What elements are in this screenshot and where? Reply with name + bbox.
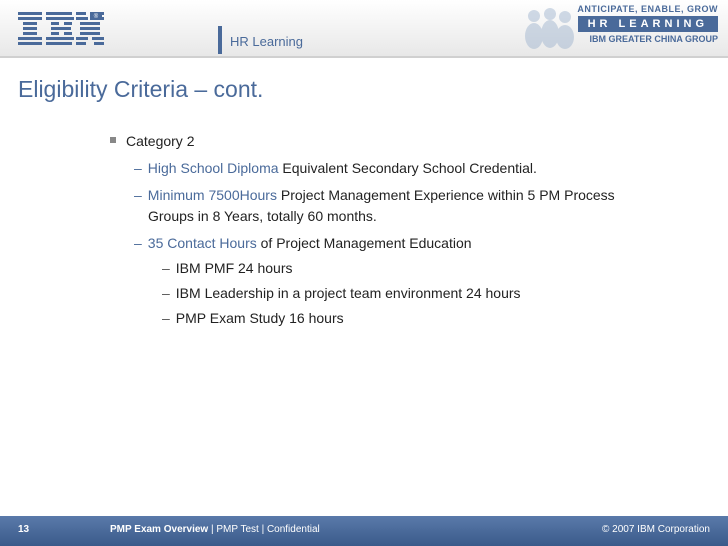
divider-bar xyxy=(218,26,222,54)
dash-icon: – xyxy=(134,235,142,251)
copyright: © 2007 IBM Corporation xyxy=(602,524,710,535)
list-item: –High School Diploma Equivalent Secondar… xyxy=(134,158,654,179)
people-icon xyxy=(520,6,578,55)
header-right: ANTICIPATE, ENABLE, GROW HR LEARNING IBM… xyxy=(577,4,718,44)
breadcrumb-bold: PMP Exam Overview xyxy=(110,524,208,535)
svg-text:®: ® xyxy=(94,13,99,20)
highlight-text: Minimum 7500Hours xyxy=(148,187,277,203)
footer-breadcrumb: PMP Exam Overview | PMP Test | Confident… xyxy=(110,524,320,535)
subitem-text: PMP Exam Study 16 hours xyxy=(176,310,344,326)
ibm-logo: ® xyxy=(18,12,104,46)
dash-icon: – xyxy=(134,160,142,176)
subitem-text: IBM Leadership in a project team environ… xyxy=(176,285,521,301)
slide-header: ® HR Learning ANTICIPATE, ENABLE, GROW H… xyxy=(0,0,728,58)
item-text: Equivalent Secondary School Credential. xyxy=(279,160,537,176)
list-subitem: –IBM Leadership in a project team enviro… xyxy=(162,283,728,304)
breadcrumb-rest: | PMP Test | Confidential xyxy=(208,524,320,535)
slide-title: Eligibility Criteria – cont. xyxy=(18,76,728,103)
category-label: Category 2 xyxy=(126,133,194,149)
dash-icon: – xyxy=(162,310,170,326)
list-subitem: –IBM PMF 24 hours xyxy=(162,258,728,279)
list-subitem: –PMP Exam Study 16 hours xyxy=(162,308,728,329)
list-item: –Minimum 7500Hours Project Management Ex… xyxy=(134,185,654,227)
slide-content: Category 2 –High School Diploma Equivale… xyxy=(110,131,728,329)
category-heading: Category 2 xyxy=(110,131,728,152)
subitem-text: IBM PMF 24 hours xyxy=(176,260,293,276)
square-bullet-icon xyxy=(110,137,116,143)
group-text: IBM GREATER CHINA GROUP xyxy=(577,34,718,44)
list-item: –35 Contact Hours of Project Management … xyxy=(134,233,654,254)
item-text: of Project Management Education xyxy=(257,235,472,251)
highlight-text: 35 Contact Hours xyxy=(148,235,257,251)
dash-icon: – xyxy=(162,260,170,276)
dash-icon: – xyxy=(162,285,170,301)
slide-footer: 13 PMP Exam Overview | PMP Test | Confid… xyxy=(0,516,728,546)
dash-icon: – xyxy=(134,187,142,203)
section-label: HR Learning xyxy=(230,34,303,49)
hr-learning-badge: HR LEARNING xyxy=(578,16,718,32)
page-number: 13 xyxy=(18,524,29,535)
highlight-text: High School Diploma xyxy=(148,160,279,176)
tagline: ANTICIPATE, ENABLE, GROW xyxy=(577,4,718,14)
